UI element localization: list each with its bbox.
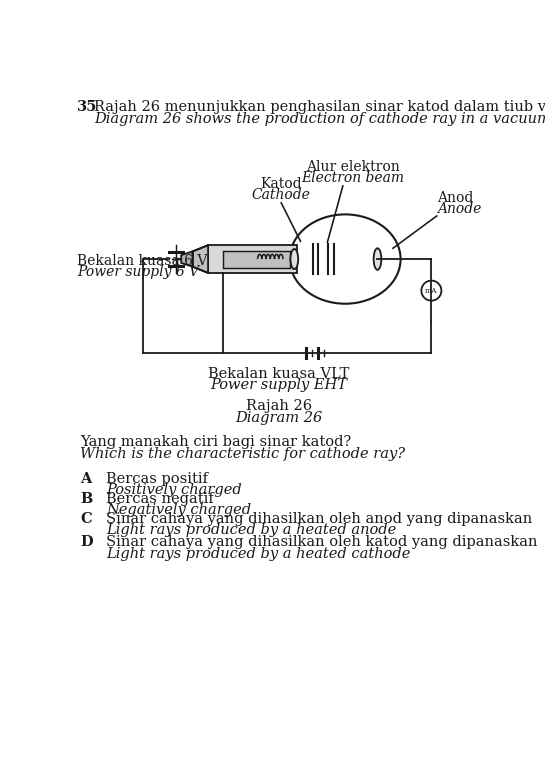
Text: Negatively charged: Negatively charged [106,503,252,517]
Text: Electron beam: Electron beam [301,171,404,185]
Text: Rajah 26: Rajah 26 [246,399,312,413]
Text: 35: 35 [77,100,98,115]
Text: Positively charged: Positively charged [106,483,242,497]
Text: Anod: Anod [438,192,474,205]
Bar [208,245,298,273]
Text: Power supply 6 V: Power supply 6 V [77,265,199,279]
Text: Light rays produced by a heated cathode: Light rays produced by a heated cathode [106,547,411,561]
Text: Bercas negatif: Bercas negatif [106,492,214,505]
Text: Bekalan kuasa 6 V: Bekalan kuasa 6 V [77,255,208,268]
Text: Bercas positif: Bercas positif [106,471,208,486]
Text: Alur elektron: Alur elektron [306,160,399,174]
Text: Katod: Katod [261,177,302,192]
Ellipse shape [374,249,381,270]
Text: Rajah 26 menunjukkan penghasilan sinar katod dalam tiub vakum: Rajah 26 menunjukkan penghasilan sinar k… [94,100,545,115]
Text: Light rays produced by a heated anode: Light rays produced by a heated anode [106,523,397,537]
Text: B: B [80,492,93,505]
Text: Power supply EHT: Power supply EHT [210,378,347,392]
Ellipse shape [290,249,298,269]
Text: Sinar cahaya yang dihasilkan oleh katod yang dipanaskan: Sinar cahaya yang dihasilkan oleh katod … [106,536,538,549]
Text: Bekalan kuasa VLT: Bekalan kuasa VLT [208,367,349,381]
Polygon shape [193,245,208,273]
Text: C: C [80,511,92,526]
Text: Diagram 26: Diagram 26 [235,410,323,425]
Text: Which is the characteristic for cathode ray?: Which is the characteristic for cathode … [80,447,405,461]
Text: mA: mA [425,287,438,295]
Polygon shape [181,252,193,267]
Text: D: D [80,536,93,549]
Text: Cathode: Cathode [252,188,311,202]
Text: A: A [80,471,92,486]
Bar [223,251,290,268]
Text: Sinar cahaya yang dihasilkan oleh anod yang dipanaskan: Sinar cahaya yang dihasilkan oleh anod y… [106,511,532,526]
Text: Diagram 26 shows the production of cathode ray in a vacuum tube.: Diagram 26 shows the production of catho… [94,112,545,126]
Text: Anode: Anode [438,202,482,216]
Text: Yang manakah ciri bagi sinar katod?: Yang manakah ciri bagi sinar katod? [80,435,352,449]
